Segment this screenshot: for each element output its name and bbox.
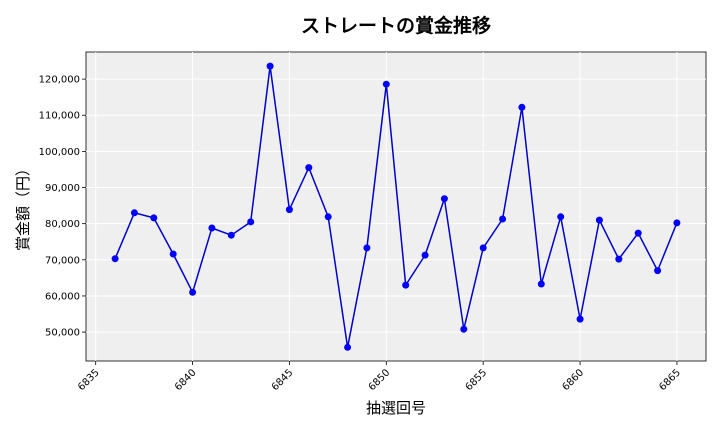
- series-line: [114, 66, 678, 348]
- data-point: [615, 255, 623, 263]
- y-tick-label: 50,000: [45, 328, 80, 339]
- data-point: [305, 164, 313, 172]
- x-tick-label: 6840: [173, 367, 199, 393]
- x-tick-label: 6850: [367, 367, 393, 393]
- data-points: [111, 62, 681, 351]
- data-point: [111, 255, 119, 263]
- data-point: [324, 213, 332, 221]
- data-point: [247, 218, 255, 226]
- data-point: [227, 231, 235, 239]
- data-point: [654, 267, 662, 275]
- x-tick-label: 6835: [76, 367, 102, 393]
- data-point: [363, 244, 371, 252]
- data-point: [499, 215, 507, 223]
- data-point: [557, 213, 565, 221]
- data-point: [460, 325, 468, 333]
- data-point: [382, 80, 390, 88]
- x-tick-label: 6865: [657, 367, 683, 393]
- y-tick-label: 80,000: [45, 219, 80, 230]
- data-point: [266, 62, 274, 70]
- chart-title: ストレートの賞金推移: [301, 14, 491, 37]
- data-point: [634, 229, 642, 237]
- x-tick-label: 6845: [270, 367, 296, 393]
- y-tick-label: 120,000: [39, 75, 80, 86]
- data-point: [440, 195, 448, 203]
- data-point: [169, 250, 177, 258]
- plot-area: [85, 51, 707, 362]
- y-tick-label: 100,000: [39, 147, 80, 158]
- x-axis-label: 抽選回号: [366, 399, 426, 417]
- y-axis-label: 賞金額（円）: [14, 161, 32, 251]
- x-tick-label: 6855: [464, 367, 490, 393]
- data-point: [130, 209, 138, 217]
- y-tick-label: 70,000: [45, 255, 80, 266]
- data-point: [673, 219, 681, 227]
- data-point: [150, 214, 158, 222]
- data-point: [344, 343, 352, 351]
- data-point: [402, 281, 410, 289]
- y-tick-label: 110,000: [39, 111, 80, 122]
- data-point: [208, 224, 216, 232]
- y-tick-label: 60,000: [45, 291, 80, 302]
- data-point: [285, 206, 293, 214]
- data-point: [518, 103, 526, 111]
- y-tick-label: 90,000: [45, 183, 80, 194]
- data-point: [421, 251, 429, 259]
- data-point: [479, 244, 487, 252]
- data-point: [576, 315, 584, 323]
- data-point: [189, 288, 197, 296]
- data-point: [595, 216, 603, 224]
- x-tick-label: 6860: [560, 367, 586, 393]
- data-point: [537, 280, 545, 288]
